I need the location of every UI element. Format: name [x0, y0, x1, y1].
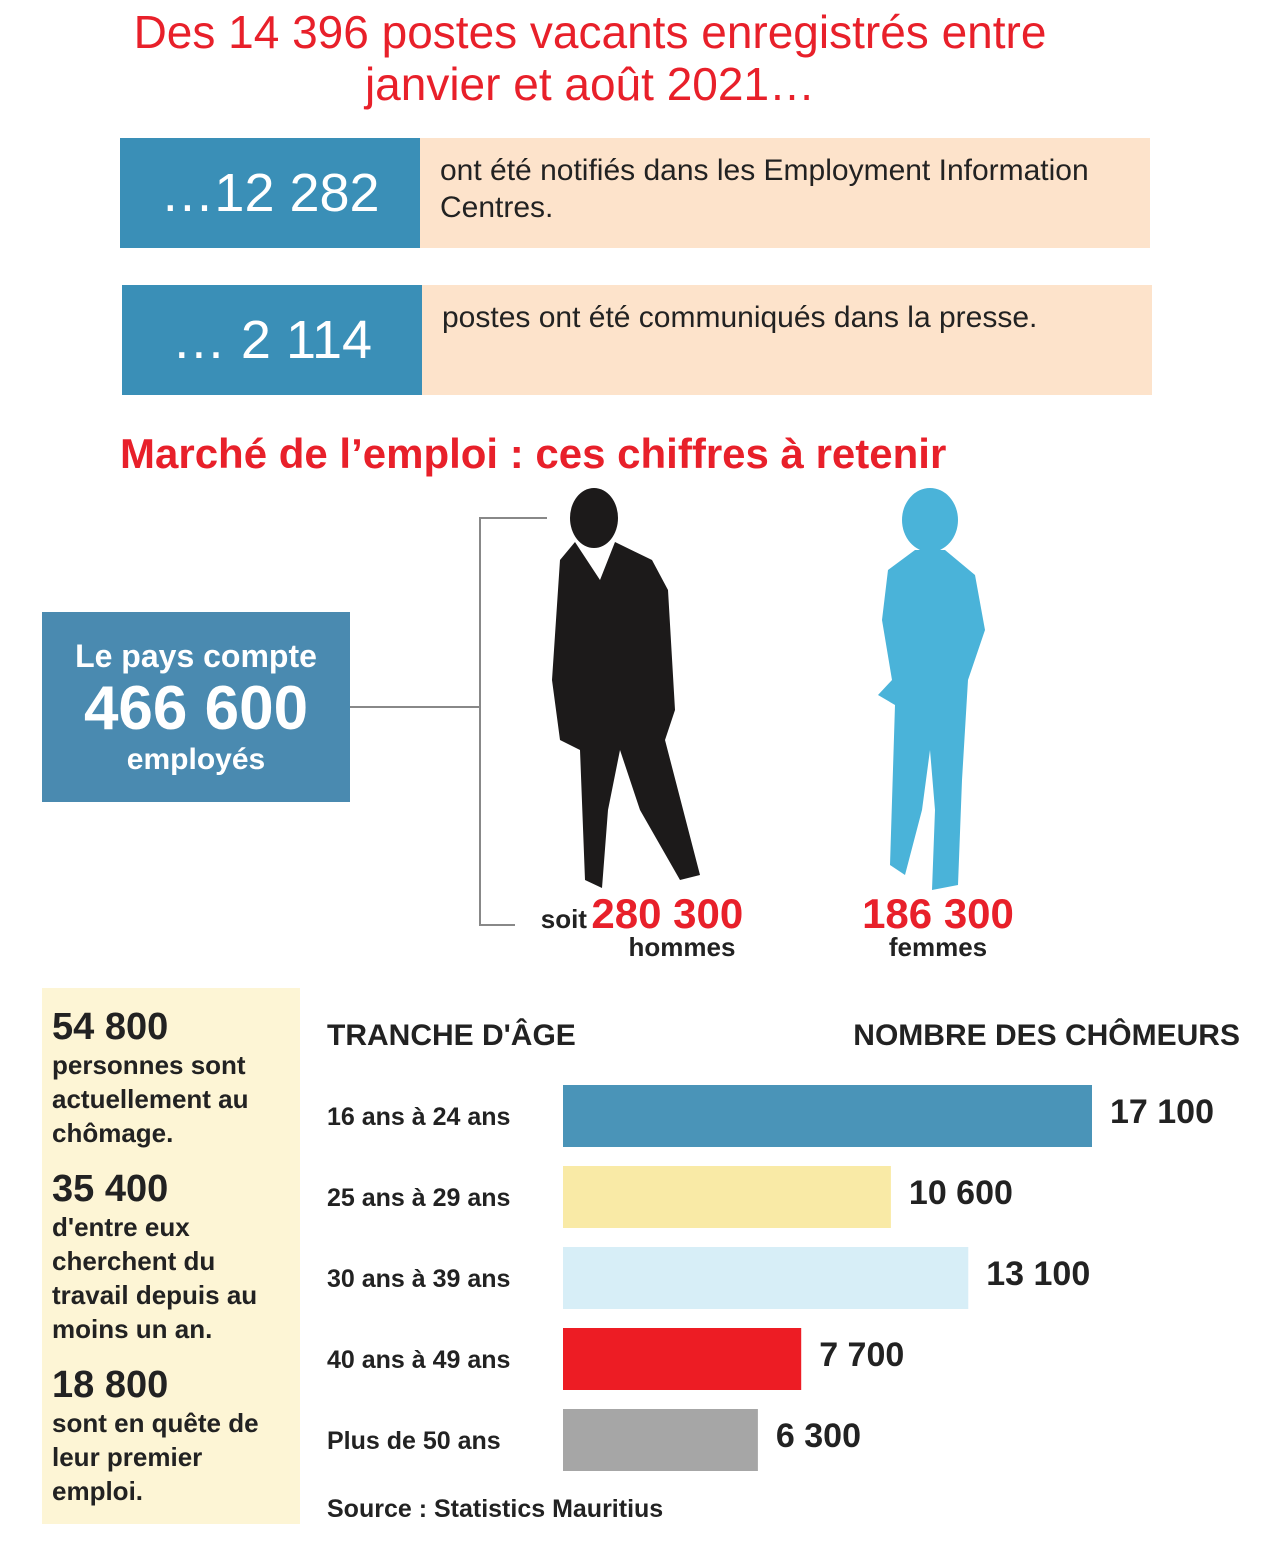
bar [563, 1409, 758, 1471]
value-label: 13 100 [986, 1255, 1090, 1293]
value-label: 6 300 [776, 1417, 861, 1455]
source: Source : Statistics Mauritius [327, 1495, 663, 1523]
employed-number: 466 600 [83, 674, 309, 743]
woman-silhouette [878, 488, 985, 890]
bar [563, 1328, 802, 1390]
title: Des 14 396 postes vacants enregistrés en… [133, 6, 1047, 58]
unemployed-text: personnes sont actuellement au chômage. [52, 1050, 249, 1148]
unemployed-number: 54 800 [52, 1006, 169, 1048]
unemployed-panel: 54 800 personnes sont actuellement au ch… [42, 988, 300, 1524]
category-label: Plus de 50 ans [327, 1427, 501, 1455]
callout-number: … 2 114 [122, 285, 422, 395]
women-label: femmes [888, 932, 988, 962]
men-stat: soit 280 300 hommes [522, 890, 762, 963]
category-label: 25 ans à 29 ans [327, 1184, 510, 1212]
x-axis-label: TRANCHE D'ÂGE [327, 1018, 576, 1052]
employed-intro: Le pays compte [75, 638, 317, 674]
bar [563, 1247, 969, 1309]
women-stat: 186 300 femmes [838, 890, 1038, 963]
section-title: Marché de l’emploi : ces chiffres à rete… [120, 430, 947, 477]
man-silhouette [552, 488, 700, 888]
men-prefix: soit [540, 904, 587, 934]
unemployed-text: d'entre eux cherchent du travail depuis … [52, 1212, 258, 1344]
value-label: 17 100 [1110, 1093, 1214, 1131]
bar [563, 1085, 1092, 1147]
employed-unit: employés [126, 743, 266, 776]
women-number: 186 300 [862, 890, 1014, 937]
men-label: hommes [628, 932, 736, 962]
employed-box: Le pays compte 466 600 employés [42, 612, 350, 802]
category-label: 30 ans à 39 ans [327, 1265, 510, 1293]
figures [350, 488, 985, 926]
connector [350, 517, 547, 926]
men-number: 280 300 [591, 890, 744, 937]
y-axis-label: NOMBRE DES CHÔMEURS [853, 1018, 1240, 1052]
unemployed-number: 35 400 [52, 1168, 169, 1210]
value-label: 7 700 [819, 1336, 904, 1374]
value-label: 10 600 [909, 1174, 1013, 1212]
category-label: 16 ans à 24 ans [327, 1103, 510, 1131]
unemployed-number: 18 800 [52, 1364, 169, 1406]
callout-text: postes ont été communiqués dans la press… [422, 285, 1152, 395]
callout-text: ont été notifiés dans les Employment Inf… [420, 138, 1150, 248]
category-label: 40 ans à 49 ans [327, 1346, 510, 1374]
callout-number: …12 282 [120, 138, 420, 248]
title: janvier et août 2021… [364, 58, 816, 110]
bar [563, 1166, 891, 1228]
unemployed-text: sont en quête de leur premier emploi. [52, 1408, 259, 1506]
